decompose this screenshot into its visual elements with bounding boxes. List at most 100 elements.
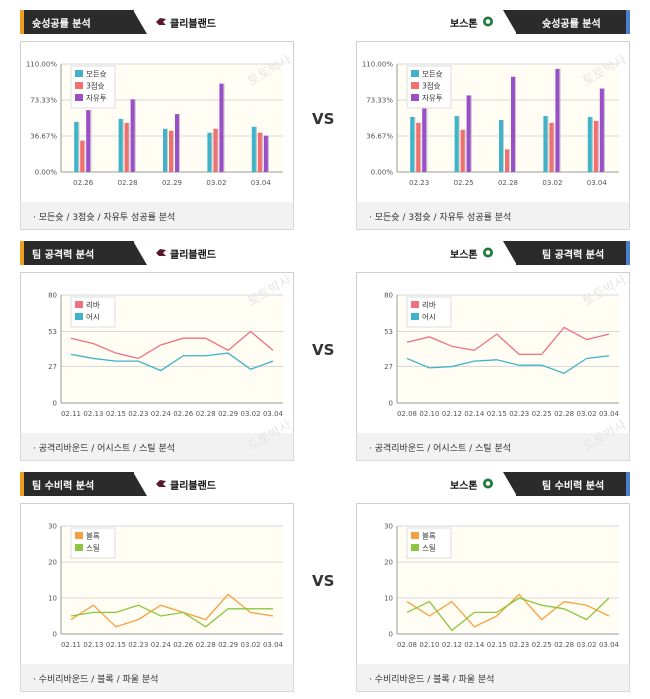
y-tick-label: 53 bbox=[48, 328, 57, 336]
legend-swatch bbox=[411, 301, 419, 308]
panel-title: 팀 공격력 분석 bbox=[32, 250, 95, 261]
header-accent bbox=[626, 472, 630, 496]
bar-1 bbox=[460, 129, 466, 172]
y-tick-label: 73.33% bbox=[30, 97, 57, 105]
bar-1 bbox=[593, 120, 599, 172]
celtics-logo-icon bbox=[483, 16, 493, 27]
header-slant bbox=[503, 472, 517, 496]
panel-header: 슛성공률 분석 클리블랜드 bbox=[20, 10, 294, 34]
chart-box: 0 10 20 30 02.08 02.10 02.12 02.14 02.15 02.23 02.… bbox=[356, 503, 630, 665]
panel-footer: · 공격리바운드 / 어시스트 / 스틸 분석 bbox=[20, 433, 294, 461]
bar-shadow bbox=[414, 117, 416, 172]
bar-0 bbox=[410, 117, 416, 172]
bar-2 bbox=[175, 114, 180, 172]
cavaliers-logo-icon bbox=[156, 480, 166, 487]
chart-box: 0.00% 36.67% 73.33% 110.00% 02.23 02.25 02.28 0… bbox=[356, 41, 630, 203]
y-tick-label: 30 bbox=[384, 523, 393, 531]
header-accent bbox=[626, 241, 630, 265]
x-tick-label: 02.23 bbox=[509, 410, 529, 418]
footer-text: · 공격리바운드 / 어시스트 / 스틸 분석 bbox=[33, 444, 176, 454]
cleveland-shooting-chart: 0.00% 36.67% 73.33% 110.00% 02.26 02.28 02.29 0… bbox=[26, 61, 283, 187]
legend-swatch bbox=[411, 544, 419, 551]
x-tick-label: 03.04 bbox=[599, 641, 620, 649]
legend-swatch bbox=[75, 313, 83, 320]
bar-1 bbox=[549, 122, 555, 172]
bar-shadow bbox=[458, 116, 460, 172]
bar-2 bbox=[130, 99, 136, 172]
bar-shadow bbox=[553, 122, 555, 172]
defense-section: 팀 수비력 분석 클리블랜드 0 10 20 30 02.11 02.13 02.15 02.… bbox=[0, 472, 650, 697]
team-name: 클리블랜드 bbox=[170, 250, 216, 261]
x-tick-label: 02.15 bbox=[106, 641, 126, 649]
footer-text: · 모든슛 / 3점슛 / 자유투 성공률 분석 bbox=[33, 213, 176, 223]
legend-label: 스틸 bbox=[422, 544, 436, 553]
legend-swatch bbox=[75, 70, 83, 77]
y-tick-label: 0 bbox=[53, 631, 57, 639]
bar-shadow bbox=[464, 129, 466, 172]
x-tick-label: 02.15 bbox=[487, 410, 507, 418]
x-tick-label: 03.04 bbox=[599, 410, 620, 418]
bar-shadow bbox=[223, 83, 225, 172]
vs-label: VS bbox=[312, 110, 335, 128]
celtics-logo-icon bbox=[483, 478, 493, 489]
header-title-block bbox=[24, 241, 134, 265]
bar-0 bbox=[454, 116, 460, 172]
header-slant bbox=[133, 241, 147, 265]
bar-1 bbox=[124, 122, 130, 172]
bar-shadow bbox=[134, 99, 136, 172]
bar-1 bbox=[213, 128, 219, 172]
bar-1 bbox=[169, 130, 174, 172]
x-tick-label: 02.28 bbox=[554, 641, 574, 649]
x-tick-label: 02.24 bbox=[151, 641, 172, 649]
x-tick-label: 02.23 bbox=[128, 641, 148, 649]
x-tick-label: 02.15 bbox=[487, 641, 507, 649]
x-tick-label: 02.29 bbox=[218, 641, 238, 649]
bar-shadow bbox=[122, 118, 124, 172]
bar-0 bbox=[207, 132, 213, 172]
panel-header: 팀 수비력 분석 보스톤 bbox=[356, 472, 630, 496]
legend-label: 블록 bbox=[86, 532, 100, 541]
x-tick-label: 03.02 bbox=[577, 410, 597, 418]
y-tick-label: 0.00% bbox=[371, 169, 394, 177]
bar-0 bbox=[543, 116, 549, 172]
series-line-0 bbox=[70, 593, 274, 628]
bar-0 bbox=[587, 117, 593, 172]
team-name: 클리블랜드 bbox=[170, 481, 216, 492]
bar-shadow bbox=[547, 116, 549, 172]
x-tick-label: 03.04 bbox=[587, 179, 608, 187]
legend-swatch bbox=[75, 532, 83, 539]
chart-box: 0 27 53 80 02.08 02.10 02.12 02.14 02.15 02.23 02.… bbox=[356, 272, 630, 434]
boston-defense-panel: 팀 수비력 분석 보스톤 0 10 20 30 02.08 02.10 02.12 02.14… bbox=[356, 472, 630, 697]
bar-shadow bbox=[509, 149, 510, 172]
y-tick-label: 53 bbox=[384, 328, 393, 336]
header-title-block bbox=[516, 10, 626, 34]
x-tick-label: 02.08 bbox=[397, 410, 417, 418]
legend-label: 리바 bbox=[422, 300, 436, 310]
bar-shadow bbox=[84, 140, 86, 172]
x-tick-label: 02.25 bbox=[532, 641, 552, 649]
header-accent bbox=[626, 10, 630, 34]
bar-2 bbox=[466, 95, 472, 172]
y-tick-label: 0 bbox=[389, 631, 393, 639]
panel-header: 슛성공률 분석 보스톤 bbox=[356, 10, 630, 34]
header-title-block bbox=[516, 241, 626, 265]
bar-2 bbox=[219, 83, 225, 172]
x-tick-label: 02.26 bbox=[173, 641, 194, 649]
team-name: 보스톤 bbox=[450, 19, 478, 30]
legend-swatch bbox=[411, 70, 419, 77]
bar-0 bbox=[499, 119, 504, 172]
x-tick-label: 02.14 bbox=[464, 641, 485, 649]
x-tick-label: 03.04 bbox=[263, 641, 284, 649]
cavaliers-logo-icon bbox=[156, 18, 166, 25]
bar-0 bbox=[163, 128, 168, 172]
x-tick-label: 03.02 bbox=[577, 641, 597, 649]
chart-box: 0.00% 36.67% 73.33% 110.00% 02.26 02.28 02.29 0… bbox=[20, 41, 294, 203]
x-tick-label: 02.10 bbox=[419, 641, 439, 649]
series-line-1 bbox=[406, 355, 610, 375]
bar-shadow bbox=[515, 76, 516, 172]
x-tick-label: 02.29 bbox=[162, 179, 182, 187]
team-name: 보스톤 bbox=[450, 250, 478, 261]
